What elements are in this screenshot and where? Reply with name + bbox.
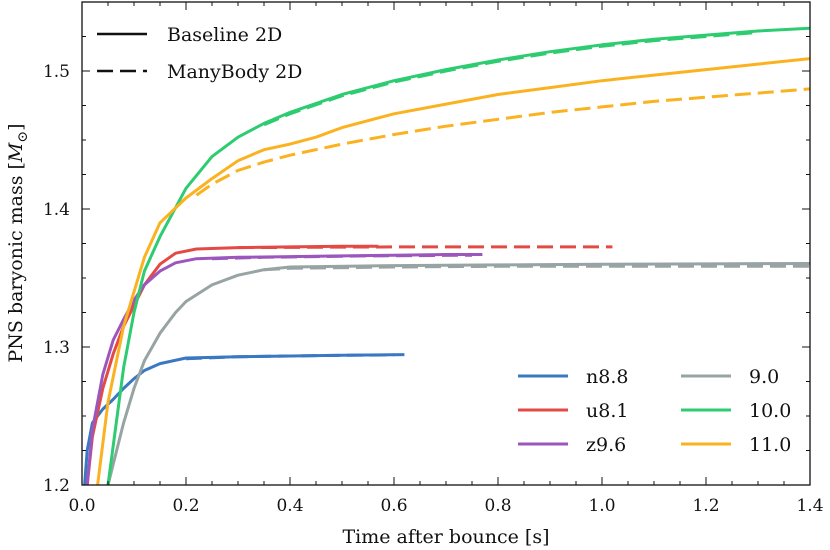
series-line-11-0-manybody-2d — [195, 87, 810, 197]
x-tick-label: 0.8 — [484, 496, 511, 516]
style-legend: Baseline 2D ManyBody 2D — [97, 24, 302, 83]
series-layer — [83, 26, 810, 485]
y-axis-label: PNS baryonic mass [M⊙] — [5, 123, 31, 362]
style-legend-label-manybody: ManyBody 2D — [167, 61, 302, 83]
series-line-11-0-baseline-2d — [96, 57, 810, 485]
x-tick-label: 0.4 — [276, 496, 303, 516]
series-line-u8-1-baseline-2d — [85, 244, 379, 485]
style-legend-label-baseline: Baseline 2D — [167, 24, 282, 46]
y-axis-label-unit: M — [5, 142, 27, 163]
y-tick-label: 1.4 — [43, 200, 70, 220]
x-tick-label: 1.0 — [588, 496, 615, 516]
model-legend-label-10-0: 10.0 — [749, 400, 791, 422]
series-line-10-0-manybody-2d — [263, 30, 759, 127]
y-tick-label: 1.3 — [43, 338, 70, 358]
model-legend-label-u8-1: u8.1 — [586, 400, 628, 422]
x-tick-label: 1.4 — [796, 496, 823, 516]
ticks-layer — [81, 1, 811, 486]
x-tick-labels: 0.0 0.2 0.4 0.6 0.8 1.0 1.2 1.4 — [68, 496, 823, 516]
series-line-z9-6-baseline-2d — [85, 253, 483, 485]
x-tick-label: 1.2 — [692, 496, 719, 516]
series-line-z9-6-manybody-2d — [211, 253, 473, 261]
series-line-9-0-manybody-2d — [263, 264, 810, 272]
y-axis-label-close: ] — [5, 123, 27, 130]
series-line-u8-1-manybody-2d — [237, 245, 613, 250]
model-legend-label-11-0: 11.0 — [749, 434, 791, 456]
x-tick-label: 0.2 — [172, 496, 199, 516]
x-axis-label: Time after bounce [s] — [343, 526, 550, 548]
model-legend-label-z9-6: z9.6 — [586, 434, 626, 456]
y-tick-labels: 1.2 1.3 1.4 1.5 — [43, 62, 70, 496]
y-axis-label-main: PNS baryonic mass [ — [5, 162, 27, 363]
series-line-n8-8-baseline-2d — [83, 353, 405, 485]
series-line-9-0-baseline-2d — [106, 262, 810, 485]
x-tick-label: 0.0 — [68, 496, 95, 516]
model-legend-label-n8-8: n8.8 — [586, 366, 628, 388]
y-tick-label: 1.2 — [43, 476, 70, 496]
y-tick-label: 1.5 — [43, 62, 70, 82]
model-legend-label-9-0: 9.0 — [749, 366, 779, 388]
model-legend: n8.8 u8.1 z9.6 9.0 10.0 11.0 — [518, 366, 791, 456]
series-line-n8-8-manybody-2d — [185, 353, 395, 361]
x-tick-label: 0.6 — [380, 496, 407, 516]
y-axis-label-unit-sub: ⊙ — [15, 131, 31, 143]
